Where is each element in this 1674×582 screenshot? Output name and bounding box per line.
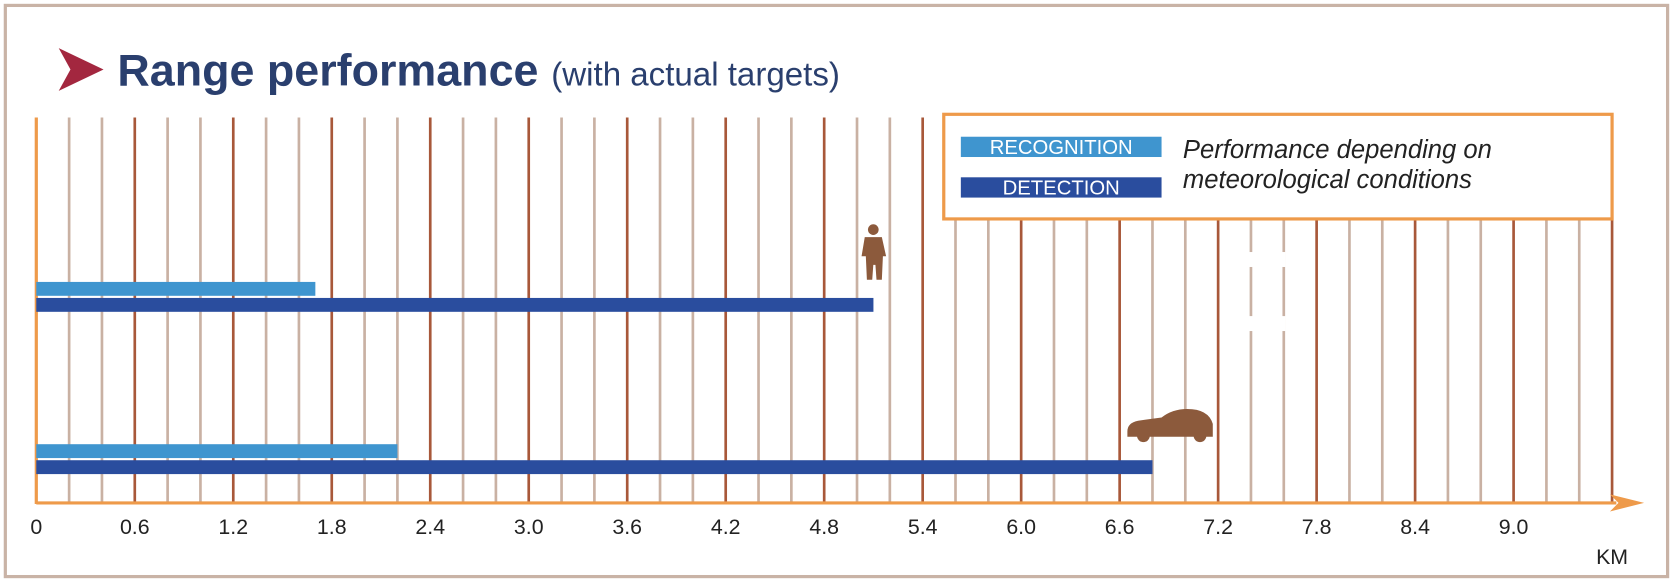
x-tick-label: 1.8 bbox=[317, 515, 347, 539]
x-tick-label: 8.4 bbox=[1400, 515, 1430, 539]
x-tick-label: 6.6 bbox=[1105, 515, 1135, 539]
legend-label: DETECTION bbox=[1003, 177, 1120, 199]
x-tick-label: 4.8 bbox=[809, 515, 839, 539]
title-group: Range performance (with actual targets) bbox=[117, 44, 839, 95]
legend-note: meteorological conditions bbox=[1183, 166, 1472, 194]
x-tick-label: 7.8 bbox=[1302, 515, 1332, 539]
legend: RECOGNITION DETECTION Performance dependin… bbox=[942, 112, 1614, 221]
car-icon bbox=[1127, 408, 1213, 443]
legend-label: RECOGNITION bbox=[990, 137, 1133, 159]
legend-swatch bbox=[960, 177, 1162, 198]
legend-note: Performance depending on bbox=[1183, 136, 1492, 164]
bar bbox=[36, 444, 398, 459]
legend-box bbox=[942, 112, 1614, 221]
x-tick-label: 3.0 bbox=[514, 515, 544, 539]
x-tick-label: 1.2 bbox=[218, 515, 248, 539]
x-tick-label: 9.0 bbox=[1499, 515, 1529, 539]
break-mark bbox=[1249, 316, 1286, 332]
person-icon bbox=[861, 224, 887, 280]
break-mark bbox=[1249, 252, 1286, 267]
bar bbox=[36, 460, 1153, 475]
x-tick-label: 0.6 bbox=[120, 515, 150, 539]
x-tick-label: 0 bbox=[30, 515, 42, 539]
bars bbox=[36, 281, 1153, 475]
x-tick-label: 4.2 bbox=[711, 515, 741, 539]
x-tick-label: 5.4 bbox=[908, 515, 938, 539]
legend-swatch bbox=[960, 136, 1162, 158]
axis-arrow bbox=[1609, 494, 1645, 512]
chart-subtitle: (with actual targets) bbox=[551, 56, 840, 93]
bar bbox=[36, 297, 874, 312]
x-tick-label: 6.0 bbox=[1006, 515, 1036, 539]
x-tick-label: 3.6 bbox=[612, 515, 642, 539]
title-chevron bbox=[58, 48, 104, 91]
x-tick-label: 2.4 bbox=[415, 515, 445, 539]
x-axis-label: KM bbox=[1596, 545, 1628, 569]
chart-title: Range performance bbox=[117, 44, 538, 95]
x-tick-label: 7.2 bbox=[1203, 515, 1233, 539]
bar bbox=[36, 281, 316, 296]
